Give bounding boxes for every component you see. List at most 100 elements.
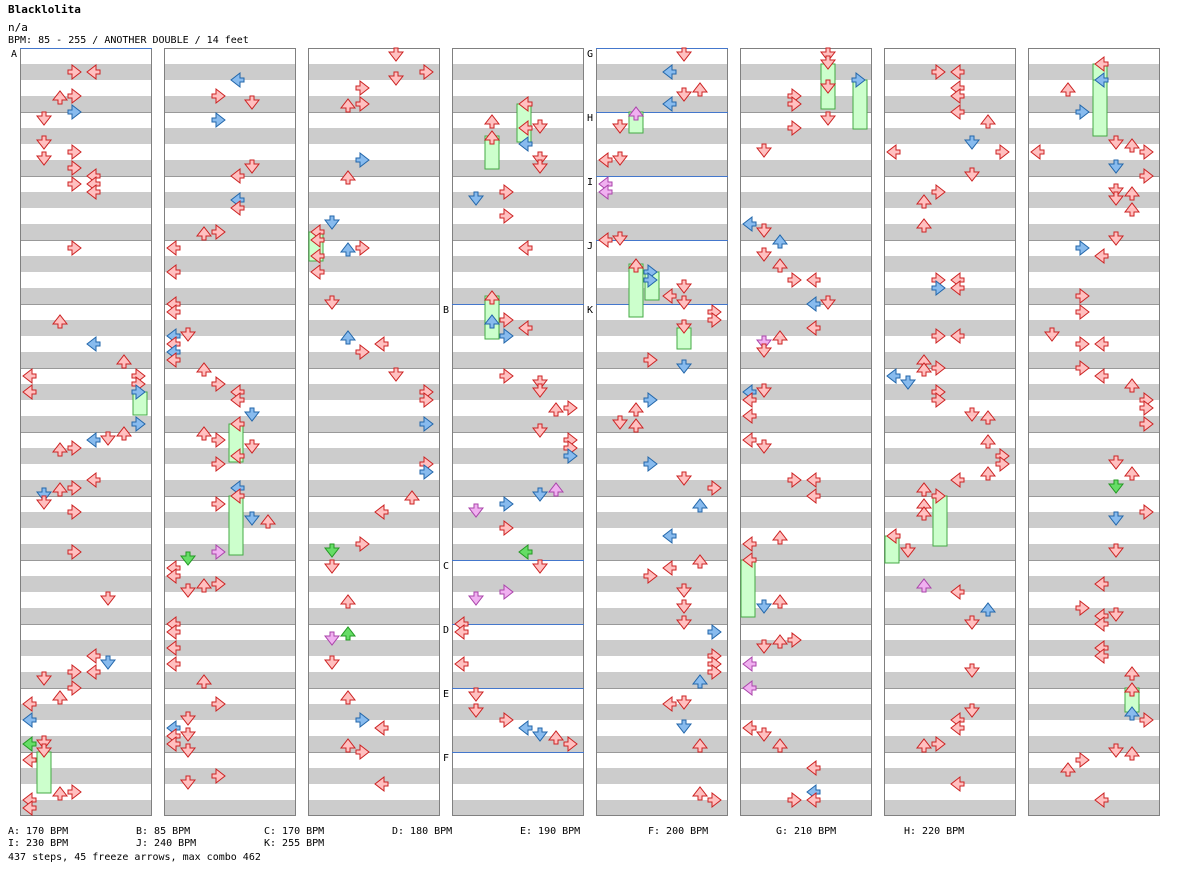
- beat-stripe: [452, 192, 584, 208]
- beat-stripe: [452, 416, 584, 432]
- step-arrow: [643, 455, 658, 473]
- beat-stripe: [1028, 352, 1160, 368]
- step-arrow: [963, 407, 981, 422]
- step-arrow: [86, 175, 101, 193]
- step-arrow: [374, 775, 389, 793]
- step-arrow: [131, 415, 146, 433]
- step-arrow: [355, 79, 370, 97]
- beat-stripe: [20, 384, 152, 400]
- beat-stripe: [596, 576, 728, 592]
- step-arrow: [950, 327, 965, 345]
- step-arrow: [166, 327, 181, 345]
- step-arrow: [355, 95, 370, 113]
- beat-stripe: [1028, 160, 1160, 176]
- beat-stripe: [740, 224, 872, 240]
- beat-stripe: [164, 640, 296, 656]
- step-arrow: [598, 151, 613, 169]
- step-arrow: [374, 503, 389, 521]
- beat-stripe: [164, 800, 296, 816]
- step-arrow: [611, 119, 629, 134]
- beat-stripe: [596, 512, 728, 528]
- beat-stripe: [164, 256, 296, 272]
- step-arrow: [627, 418, 645, 433]
- beat-stripe: [308, 256, 440, 272]
- step-arrow: [787, 87, 802, 105]
- step-arrow: [67, 63, 82, 81]
- beat-stripe: [740, 736, 872, 752]
- beat-stripe: [164, 352, 296, 368]
- step-arrow: [259, 514, 277, 529]
- beat-stripe: [1028, 416, 1160, 432]
- step-arrow: [467, 503, 485, 518]
- song-artist: n/a: [8, 21, 28, 34]
- beat-stripe: [740, 608, 872, 624]
- step-arrow: [419, 383, 434, 401]
- beat-stripe: [164, 736, 296, 752]
- beat-stripe: [884, 256, 1016, 272]
- column-border: [308, 48, 440, 816]
- step-arrow: [691, 786, 709, 801]
- step-arrow: [931, 359, 946, 377]
- step-arrow: [35, 151, 53, 166]
- step-arrow: [643, 263, 658, 281]
- step-arrow: [230, 415, 245, 433]
- beat-stripe: [740, 288, 872, 304]
- beat-stripe: [452, 576, 584, 592]
- step-arrow: [1139, 143, 1154, 161]
- step-arrow: [1094, 639, 1109, 657]
- step-arrow: [51, 786, 69, 801]
- step-arrow: [950, 87, 965, 105]
- step-arrow: [166, 615, 181, 633]
- step-arrow: [806, 271, 821, 289]
- step-arrow: [166, 567, 181, 585]
- step-arrow: [211, 431, 226, 449]
- step-arrow: [1123, 746, 1141, 761]
- section-label: K: [587, 305, 593, 316]
- step-arrow: [611, 151, 629, 166]
- beat-stripe: [20, 800, 152, 816]
- step-arrow: [243, 407, 261, 422]
- beat-stripe: [164, 384, 296, 400]
- step-arrow: [211, 87, 226, 105]
- beat-stripe: [164, 768, 296, 784]
- step-arrow: [454, 655, 469, 673]
- step-arrow: [166, 727, 181, 745]
- step-arrow: [691, 738, 709, 753]
- step-arrow: [598, 231, 613, 249]
- step-arrow: [806, 319, 821, 337]
- step-arrow: [166, 559, 181, 577]
- step-arrow: [499, 583, 514, 601]
- step-arrow: [931, 279, 946, 297]
- step-arrow: [86, 183, 101, 201]
- step-arrow: [499, 207, 514, 225]
- step-arrow: [819, 111, 837, 126]
- beat-stripe: [452, 352, 584, 368]
- step-arrow: [950, 775, 965, 793]
- beat-stripe: [1028, 224, 1160, 240]
- step-arrow: [1107, 479, 1125, 494]
- step-arrow: [963, 615, 981, 630]
- step-arrow: [931, 183, 946, 201]
- step-arrow: [355, 743, 370, 761]
- step-arrow: [771, 594, 789, 609]
- beat-stripe: [596, 192, 728, 208]
- step-arrow: [518, 119, 533, 137]
- step-arrow: [915, 194, 933, 209]
- beat-stripe: [164, 480, 296, 496]
- step-arrow: [950, 271, 965, 289]
- step-arrow: [787, 119, 802, 137]
- step-arrow: [950, 63, 965, 81]
- step-arrow: [195, 674, 213, 689]
- step-arrow: [899, 543, 917, 558]
- step-arrow: [950, 583, 965, 601]
- step-arrow: [787, 631, 802, 649]
- step-arrow: [339, 330, 357, 345]
- step-arrow: [22, 383, 37, 401]
- beat-stripe: [308, 640, 440, 656]
- step-arrow: [771, 258, 789, 273]
- step-arrow: [979, 434, 997, 449]
- step-arrow: [1030, 143, 1045, 161]
- step-arrow: [662, 95, 677, 113]
- step-arrow: [755, 383, 773, 398]
- step-arrow: [355, 711, 370, 729]
